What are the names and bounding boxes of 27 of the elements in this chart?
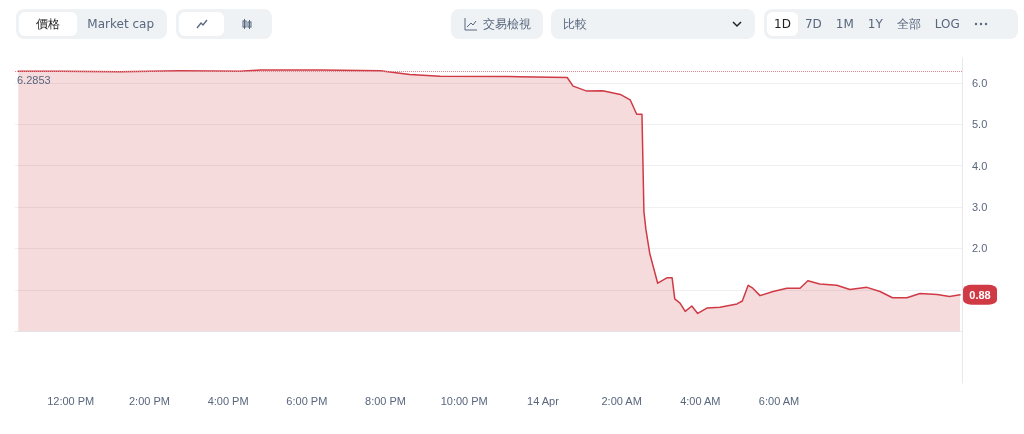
x-tick-label: 2:00 PM — [128, 394, 170, 407]
x-tick-label: 8:00 PM — [365, 394, 407, 407]
text: 價格 — [19, 12, 78, 36]
x-tick-label: 6:00 PM — [286, 394, 328, 407]
x-tick-label: 4:00 PM — [207, 394, 249, 407]
text: 1D — [767, 12, 798, 36]
y-tick-label: 3.0 — [972, 201, 988, 214]
text: 交易檢視 — [483, 15, 531, 33]
y-tick-label: 2.0 — [972, 242, 988, 255]
y-tick-label: 4.0 — [972, 159, 988, 172]
annotation: 0.88 — [969, 288, 991, 301]
x-tick-label: 2:00 AM — [601, 394, 642, 407]
text: 1M — [834, 16, 855, 33]
y-tick-label: 6.0 — [972, 76, 988, 89]
text: 全部 — [895, 15, 922, 33]
x-tick-label: 12:00 PM — [47, 394, 95, 407]
x-tick-label: 14 Apr — [527, 394, 560, 407]
x-tick-label: 4:00 AM — [680, 394, 721, 407]
x-tick-label: 6:00 AM — [758, 394, 800, 407]
x-tick-label: 10:00 PM — [440, 394, 488, 407]
text: 1Y — [866, 16, 884, 33]
ref-line-label: 6.2853 — [17, 74, 51, 87]
text: LOG — [933, 16, 961, 33]
y-tick-label: 5.0 — [972, 118, 988, 131]
text: 7D — [803, 16, 823, 33]
text: Market cap — [86, 16, 155, 33]
text: 比較 — [563, 15, 587, 33]
